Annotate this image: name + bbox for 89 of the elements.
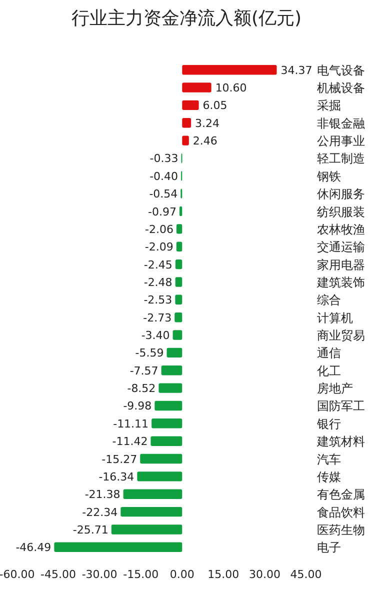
data-label: 10.60 bbox=[215, 82, 247, 95]
y-tick-label: 商业贸易 bbox=[317, 328, 365, 343]
x-tick-label: 15.00 bbox=[208, 568, 240, 581]
y-tick-label: 化工 bbox=[317, 364, 341, 378]
y-tick-label: 交通运输 bbox=[317, 240, 365, 254]
y-tick-label: 银行 bbox=[316, 416, 341, 431]
y-tick-label: 钢铁 bbox=[316, 169, 341, 184]
bar bbox=[154, 400, 182, 411]
bar bbox=[137, 472, 182, 482]
data-label: -7.57 bbox=[130, 364, 158, 378]
data-label: -11.11 bbox=[113, 417, 149, 430]
data-label: -2.48 bbox=[144, 276, 172, 289]
y-tick-label: 汽车 bbox=[317, 452, 341, 466]
data-label: 3.24 bbox=[195, 116, 220, 130]
y-tick-label: 传媒 bbox=[317, 470, 341, 484]
y-tick-label: 医药生物 bbox=[317, 522, 365, 537]
data-label: 34.37 bbox=[280, 64, 312, 77]
y-tick-label: 建筑装饰 bbox=[316, 275, 365, 290]
data-label: 2.46 bbox=[192, 134, 218, 148]
y-tick-label: 非银金融 bbox=[317, 116, 365, 130]
y-tick-label: 计算机 bbox=[317, 310, 353, 325]
y-tick-label: 轻工制造 bbox=[317, 152, 365, 166]
bar bbox=[175, 294, 182, 305]
data-label: -0.33 bbox=[150, 152, 178, 166]
x-tick-label: -30.00 bbox=[82, 568, 118, 581]
bar bbox=[182, 100, 199, 110]
bar bbox=[176, 242, 182, 252]
bar bbox=[175, 277, 182, 287]
y-tick-label: 纺织服装 bbox=[317, 204, 365, 219]
data-label: -9.98 bbox=[123, 400, 152, 413]
bar bbox=[174, 312, 182, 322]
data-label: -21.38 bbox=[84, 488, 120, 502]
data-label: -2.09 bbox=[144, 240, 174, 254]
bar bbox=[120, 506, 182, 517]
x-tick-label: 0.00 bbox=[170, 568, 194, 581]
y-tick-label: 家用电器 bbox=[317, 258, 365, 272]
bar bbox=[161, 366, 182, 376]
bar bbox=[182, 64, 277, 75]
data-label: 6.05 bbox=[202, 99, 228, 112]
y-tick-label: 建筑材料 bbox=[316, 434, 365, 449]
data-label: -5.59 bbox=[135, 346, 164, 360]
y-tick-label: 电气设备 bbox=[317, 63, 365, 78]
bar bbox=[150, 436, 182, 446]
bar bbox=[152, 418, 182, 428]
y-tick-label: 农林牧渔 bbox=[317, 222, 365, 236]
y-tick-label: 采掘 bbox=[317, 98, 341, 113]
data-label: -8.52 bbox=[127, 382, 156, 396]
data-label: -2.73 bbox=[143, 311, 172, 324]
y-tick-label: 国防军工 bbox=[317, 399, 365, 414]
bar bbox=[166, 348, 182, 358]
y-tick-label: 休闲服务 bbox=[317, 187, 365, 202]
y-tick-label: 房地产 bbox=[317, 382, 353, 396]
bar bbox=[182, 118, 192, 128]
bar bbox=[176, 224, 182, 234]
data-label: -0.54 bbox=[149, 188, 178, 201]
bar bbox=[140, 454, 182, 464]
y-tick-label: 综合 bbox=[317, 293, 341, 308]
bar bbox=[123, 489, 182, 499]
y-tick-label: 电子 bbox=[317, 540, 341, 555]
y-tick-label: 有色金属 bbox=[317, 488, 365, 502]
data-label: -2.45 bbox=[144, 258, 172, 272]
data-label: -11.42 bbox=[112, 435, 148, 448]
data-label: -22.34 bbox=[82, 506, 118, 519]
x-tick-label: -60.00 bbox=[0, 568, 35, 581]
y-tick-label: 公用事业 bbox=[317, 134, 365, 148]
y-tick-label: 通信 bbox=[317, 346, 341, 360]
bar bbox=[182, 82, 212, 92]
data-label: -46.49 bbox=[16, 541, 52, 554]
bar bbox=[175, 259, 182, 270]
data-label: -2.53 bbox=[144, 294, 172, 307]
x-tick-label: -15.00 bbox=[123, 568, 159, 581]
bar bbox=[54, 542, 182, 552]
bar bbox=[111, 524, 182, 534]
data-label: -0.97 bbox=[148, 205, 176, 218]
y-tick-label: 食品饮料 bbox=[317, 505, 365, 520]
bar bbox=[172, 330, 182, 340]
bar bbox=[182, 136, 189, 146]
x-tick-label: 30.00 bbox=[248, 568, 280, 581]
chart-title: 行业主力资金净流入额(亿元) bbox=[71, 8, 302, 29]
bar bbox=[158, 383, 182, 393]
data-label: -16.34 bbox=[98, 470, 134, 484]
y-tick-label: 机械设备 bbox=[317, 81, 365, 96]
x-tick-label: -45.00 bbox=[40, 568, 76, 581]
data-label: -25.71 bbox=[72, 523, 108, 536]
x-tick-label: 45.00 bbox=[290, 568, 322, 581]
data-label: -0.40 bbox=[150, 170, 178, 183]
data-label: -15.27 bbox=[102, 452, 138, 466]
data-label: -3.40 bbox=[141, 329, 170, 342]
data-label: -2.06 bbox=[145, 222, 174, 236]
